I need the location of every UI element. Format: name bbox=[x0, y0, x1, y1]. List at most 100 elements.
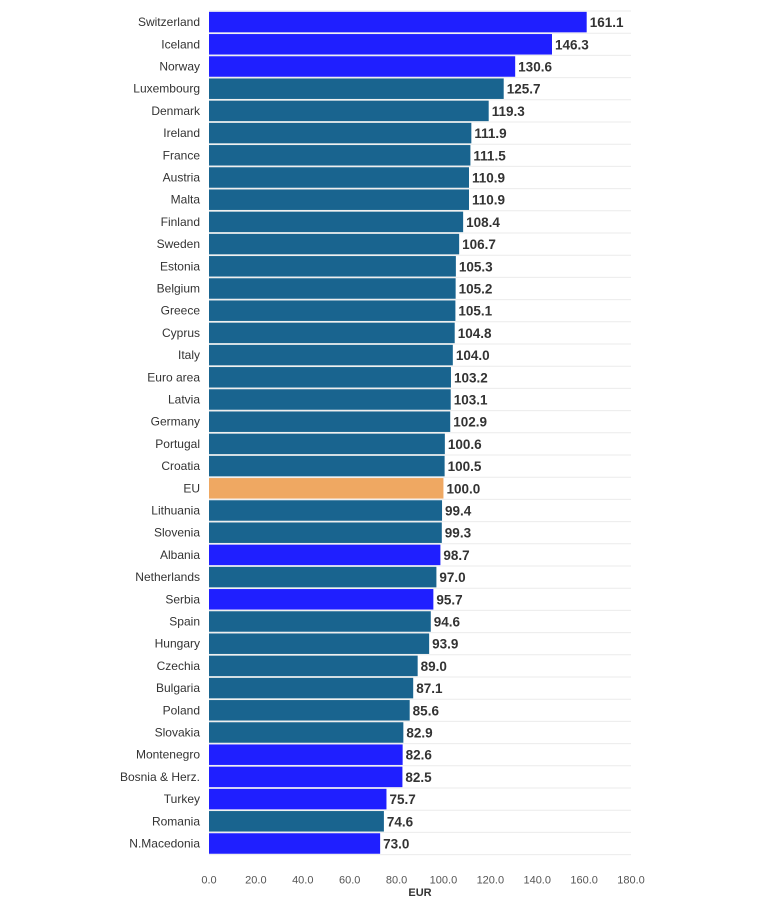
data-label: 75.7 bbox=[389, 792, 415, 807]
category-label: Norway bbox=[159, 60, 200, 74]
x-tick-label: 160.0 bbox=[570, 875, 598, 887]
bar bbox=[209, 278, 456, 299]
data-label: 100.6 bbox=[448, 437, 482, 452]
category-labels: Switzerland Iceland Norway Luxembourg Denmar… bbox=[120, 15, 201, 850]
data-label: 111.9 bbox=[474, 126, 506, 141]
category-label: Netherlands bbox=[135, 570, 200, 584]
data-label: 161.1 bbox=[590, 15, 624, 30]
data-label: 146.3 bbox=[555, 37, 589, 52]
bar bbox=[209, 633, 430, 654]
category-label: Euro area bbox=[147, 370, 200, 384]
bar bbox=[209, 455, 445, 477]
bar bbox=[209, 677, 414, 699]
bar bbox=[209, 811, 384, 832]
data-label: 82.6 bbox=[406, 748, 433, 763]
bar bbox=[209, 34, 552, 55]
data-label: 105.3 bbox=[459, 259, 493, 274]
category-label: Greece bbox=[161, 304, 201, 318]
bar bbox=[209, 522, 442, 543]
bar bbox=[209, 611, 431, 632]
bar bbox=[209, 122, 472, 144]
category-label: Estonia bbox=[160, 259, 200, 273]
data-label: 110.9 bbox=[472, 171, 505, 186]
bar bbox=[209, 411, 451, 432]
x-axis-ticks: 0.0 20.0 40.0 60.0 80.0 100.0 120.0 140.0 160.0 1… bbox=[201, 875, 644, 887]
category-label: N.Macedonia bbox=[129, 837, 200, 851]
x-tick-label: 80.0 bbox=[386, 875, 407, 887]
data-label: 87.1 bbox=[416, 681, 443, 696]
category-label: Hungary bbox=[155, 637, 200, 651]
category-label: Iceland bbox=[161, 37, 200, 51]
data-label: 119.3 bbox=[492, 104, 526, 119]
bar bbox=[209, 100, 489, 122]
data-label: 95.7 bbox=[436, 592, 462, 607]
bars bbox=[209, 11, 587, 854]
data-label: 89.0 bbox=[421, 659, 447, 674]
bar bbox=[209, 433, 445, 455]
bar bbox=[209, 56, 516, 77]
data-label: 82.5 bbox=[405, 770, 432, 785]
bar bbox=[209, 145, 471, 166]
x-tick-label: 0.0 bbox=[201, 875, 216, 887]
bar bbox=[209, 788, 387, 810]
data-label: 110.9 bbox=[472, 193, 505, 208]
bar bbox=[209, 322, 455, 344]
data-label: 100.5 bbox=[448, 459, 482, 474]
category-label: Albania bbox=[160, 548, 200, 562]
data-label: 85.6 bbox=[413, 703, 440, 718]
category-label: Malta bbox=[171, 193, 201, 207]
category-label: Denmark bbox=[151, 104, 201, 118]
category-label: Italy bbox=[178, 348, 200, 362]
data-label: 106.7 bbox=[462, 237, 496, 252]
category-label: Sweden bbox=[157, 237, 200, 251]
data-label: 99.4 bbox=[445, 504, 472, 519]
bar bbox=[209, 478, 444, 499]
gridlines bbox=[209, 10, 631, 856]
x-tick-label: 60.0 bbox=[339, 875, 360, 887]
bar bbox=[209, 300, 456, 321]
category-label: Bosnia & Herz. bbox=[120, 770, 200, 784]
bar bbox=[209, 167, 469, 188]
data-label: 74.6 bbox=[387, 814, 414, 829]
category-label: Ireland bbox=[163, 126, 200, 140]
x-tick-label: 180.0 bbox=[617, 875, 645, 887]
data-label: 99.3 bbox=[445, 526, 472, 541]
data-label: 125.7 bbox=[507, 82, 541, 97]
data-label: 104.0 bbox=[456, 348, 490, 363]
category-label: Romania bbox=[152, 814, 200, 828]
bar bbox=[209, 566, 437, 588]
category-label: Czechia bbox=[157, 659, 201, 673]
bar bbox=[209, 11, 587, 33]
category-label: Lithuania bbox=[151, 504, 200, 518]
data-label: 97.0 bbox=[439, 570, 465, 585]
bar bbox=[209, 256, 456, 277]
data-label: 100.0 bbox=[446, 481, 480, 496]
category-label: Croatia bbox=[161, 459, 200, 473]
data-label: 105.2 bbox=[459, 282, 493, 297]
bar bbox=[209, 389, 451, 410]
bar bbox=[209, 78, 504, 99]
bar bbox=[209, 367, 451, 388]
bar bbox=[209, 500, 443, 521]
bar bbox=[209, 544, 441, 566]
category-label: Turkey bbox=[164, 792, 200, 806]
data-label: 130.6 bbox=[518, 60, 552, 75]
bar bbox=[209, 211, 464, 233]
x-tick-label: 20.0 bbox=[245, 875, 266, 887]
category-label: Slovakia bbox=[155, 726, 201, 740]
x-axis-title: EUR bbox=[408, 887, 431, 899]
bar bbox=[209, 589, 434, 610]
data-label: 98.7 bbox=[443, 548, 469, 563]
data-label: 111.5 bbox=[473, 148, 506, 163]
category-label: Austria bbox=[163, 171, 201, 185]
data-label: 73.0 bbox=[383, 837, 409, 852]
category-label: Montenegro bbox=[136, 748, 200, 762]
x-tick-label: 40.0 bbox=[292, 875, 313, 887]
bar bbox=[209, 722, 404, 743]
data-label: 102.9 bbox=[453, 415, 487, 430]
category-label: Latvia bbox=[168, 393, 200, 407]
category-label: Cyprus bbox=[162, 326, 200, 340]
bar bbox=[209, 833, 381, 854]
bar bbox=[209, 189, 469, 210]
